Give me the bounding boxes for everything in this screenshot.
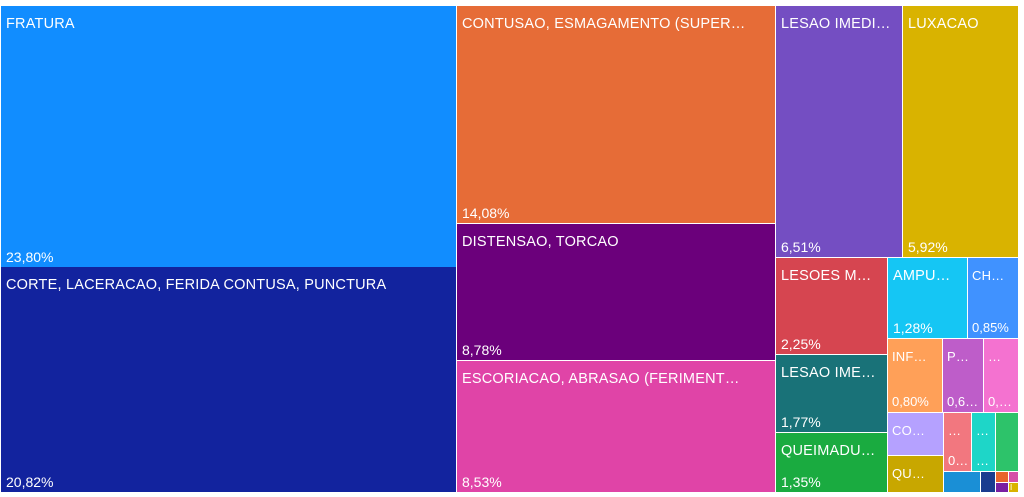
treemap-tile-segment-21[interactable] bbox=[981, 472, 995, 492]
tile-label: CH… bbox=[972, 268, 1005, 283]
treemap-tile-segment-22[interactable] bbox=[996, 472, 1008, 482]
tile-value-label: 1,28% bbox=[893, 320, 933, 336]
tile-label: … bbox=[976, 423, 990, 438]
treemap-tile-i[interactable]: I bbox=[1009, 483, 1018, 492]
treemap-tile-corte-laceracao-ferida-contusa-punctura[interactable]: CORTE, LACERACAO, FERIDA CONTUSA, PUNCTU… bbox=[1, 267, 456, 492]
treemap-tile-segment-17[interactable]: …… bbox=[972, 413, 995, 471]
tile-label: LESAO IME… bbox=[781, 365, 876, 381]
treemap-tile-luxacao[interactable]: LUXACAO 5,92% bbox=[903, 6, 1018, 257]
tile-value-label: 8,78% bbox=[462, 342, 502, 358]
tile-value-label: 5,92% bbox=[908, 239, 948, 255]
treemap-tile-queimadu[interactable]: QUEIMADU… 1,35% bbox=[776, 433, 887, 492]
treemap-tile-segment-18[interactable] bbox=[996, 413, 1018, 471]
tile-value-label: 0,85% bbox=[972, 320, 1009, 335]
tile-label: P… bbox=[947, 349, 970, 364]
treemap-tile-lesao-ime[interactable]: LESAO IME… 1,77% bbox=[776, 355, 887, 432]
tile-value-label: 14,08% bbox=[462, 205, 510, 221]
tile-value-label: 6,51% bbox=[781, 239, 821, 255]
tile-value-label: 0… bbox=[948, 453, 968, 468]
tile-value-label: 8,53% bbox=[462, 474, 502, 490]
treemap-tile-segment-14[interactable]: … 0,… bbox=[984, 339, 1018, 412]
tile-value-label: 2,25% bbox=[781, 336, 821, 352]
tile-label: CO… bbox=[892, 423, 926, 438]
tile-label: DISTENSAO, TORCAO bbox=[462, 234, 619, 250]
tile-label: … bbox=[988, 349, 1002, 364]
tile-value-label: … bbox=[976, 453, 989, 468]
treemap-tile-qu[interactable]: QU… bbox=[888, 456, 943, 492]
tile-label: CONTUSAO, ESMAGAMENTO (SUPER… bbox=[462, 16, 746, 32]
tile-label: QU… bbox=[892, 466, 926, 481]
tile-label: INF… bbox=[892, 349, 927, 364]
tile-label: LUXACAO bbox=[908, 16, 979, 32]
treemap-tile-co[interactable]: CO… bbox=[888, 413, 943, 455]
tile-value-label: 0,6… bbox=[947, 394, 979, 409]
treemap-tile-segment-20[interactable] bbox=[944, 472, 980, 492]
tile-label: AMPU… bbox=[893, 268, 951, 284]
treemap-tile-contusao-esmagamento-super[interactable]: CONTUSAO, ESMAGAMENTO (SUPER… 14,08% bbox=[457, 6, 775, 223]
treemap-tile-segment-16[interactable]: … 0… bbox=[944, 413, 971, 471]
treemap-tile-ampu[interactable]: AMPU… 1,28% bbox=[888, 258, 967, 338]
treemap-tile-ch[interactable]: CH… 0,85% bbox=[968, 258, 1018, 338]
tile-label: I bbox=[1010, 483, 1013, 492]
tile-label: LESAO IMEDI… bbox=[781, 16, 891, 32]
treemap-tile-fratura[interactable]: FRATURA 23,80% bbox=[1, 6, 456, 267]
treemap-tile-segment-24[interactable] bbox=[1009, 472, 1018, 482]
tile-label: CORTE, LACERACAO, FERIDA CONTUSA, PUNCTU… bbox=[6, 277, 387, 293]
tile-value-label: 1,77% bbox=[781, 414, 821, 430]
tile-label: LESOES M… bbox=[781, 268, 872, 284]
treemap-tile-escoriacao-abrasao-feriment[interactable]: ESCORIACAO, ABRASAO (FERIMENT… 8,53% bbox=[457, 361, 775, 492]
tile-label: QUEIMADU… bbox=[781, 443, 876, 459]
treemap-tile-p[interactable]: P… 0,6… bbox=[943, 339, 983, 412]
tile-label: … bbox=[948, 423, 962, 438]
treemap-tile-segment-23[interactable] bbox=[996, 483, 1008, 492]
treemap-tile-lesoes-m[interactable]: LESOES M… 2,25% bbox=[776, 258, 887, 354]
tile-label: ESCORIACAO, ABRASAO (FERIMENT… bbox=[462, 371, 740, 387]
treemap-tile-lesao-imedi[interactable]: LESAO IMEDI… 6,51% bbox=[776, 6, 902, 257]
treemap-tile-inf[interactable]: INF… 0,80% bbox=[888, 339, 942, 412]
tile-value-label: 20,82% bbox=[6, 474, 54, 490]
treemap-tile-distensao-torcao[interactable]: DISTENSAO, TORCAO 8,78% bbox=[457, 224, 775, 360]
tile-value-label: 1,35% bbox=[781, 474, 821, 490]
tile-label: FRATURA bbox=[6, 16, 75, 32]
tile-value-label: 0,80% bbox=[892, 394, 929, 409]
tile-value-label: 23,80% bbox=[6, 249, 54, 265]
tile-value-label: 0,… bbox=[988, 394, 1012, 409]
